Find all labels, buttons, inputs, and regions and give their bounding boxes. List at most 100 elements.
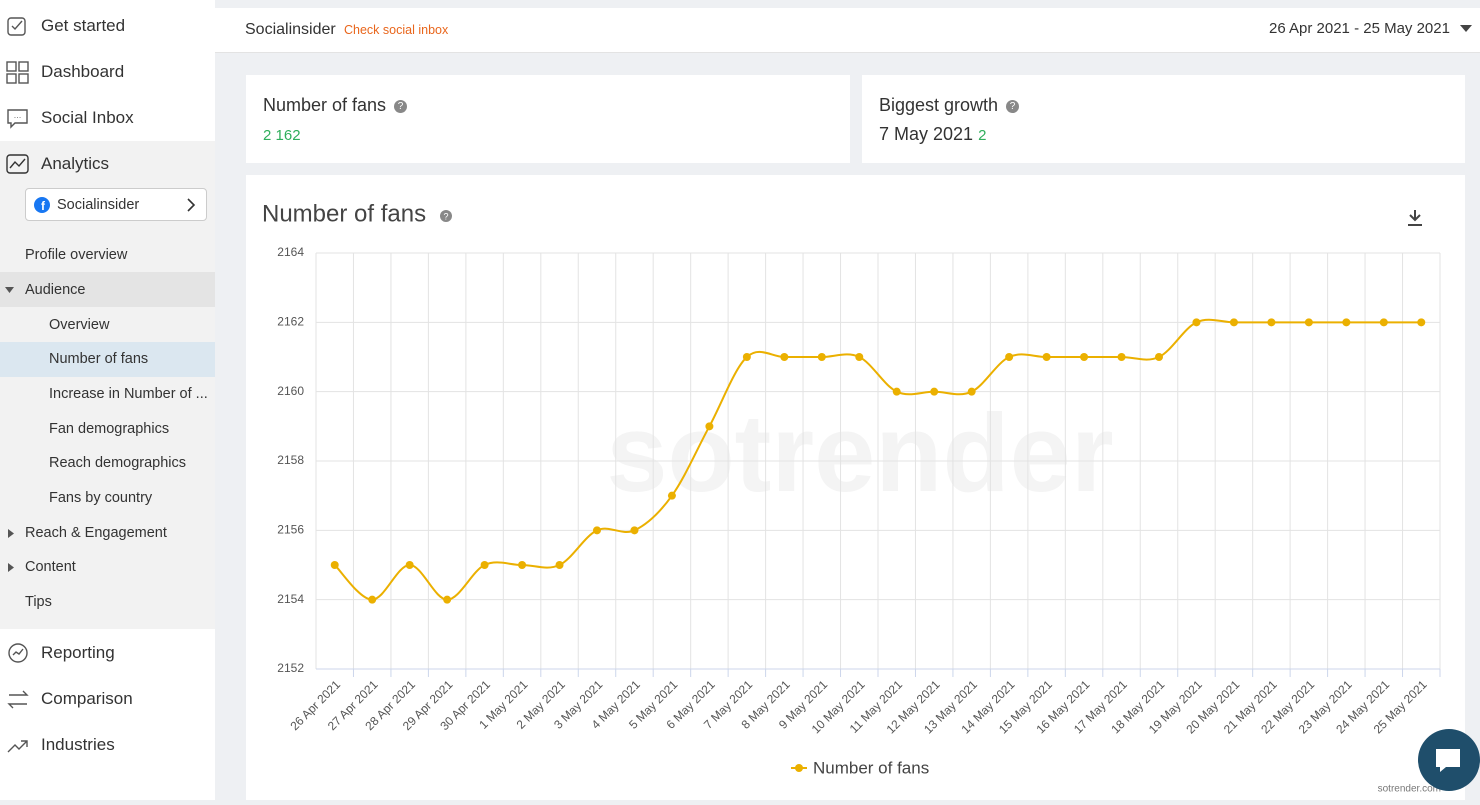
point <box>1379 318 1388 327</box>
profile-name: Socialinsider <box>57 197 140 213</box>
point <box>1155 353 1163 361</box>
point <box>967 387 976 396</box>
y-tick-label: 2156 <box>277 523 304 537</box>
menu-item[interactable]: Reach & Engagement <box>25 525 167 541</box>
nav-item[interactable]: Social Inbox <box>41 108 134 127</box>
point <box>630 526 639 535</box>
y-tick-label: 2158 <box>277 453 304 467</box>
point <box>1342 318 1351 327</box>
menu-item[interactable]: Number of fans <box>49 351 149 367</box>
card-title: Number of fans? <box>263 95 408 116</box>
point <box>330 561 339 569</box>
account-name: Socialinsider <box>245 21 336 38</box>
help-icon[interactable]: ? <box>1006 100 1020 113</box>
menu-item[interactable]: Fan demographics <box>49 421 170 437</box>
point <box>855 353 864 361</box>
icon <box>6 61 29 84</box>
nav-item[interactable]: Get started <box>41 16 126 35</box>
point <box>368 595 377 604</box>
menu-item[interactable]: Tips <box>25 594 52 610</box>
point <box>1417 318 1426 327</box>
download-button[interactable] <box>1408 210 1422 226</box>
chat-button[interactable] <box>1418 729 1480 791</box>
chart: sotrender Number of fans ? sotrender.com… <box>262 200 1441 795</box>
dropdown-caret <box>1460 25 1472 32</box>
nav-item[interactable]: Comparison <box>41 689 133 708</box>
nav-item[interactable]: Reporting <box>41 643 115 662</box>
y-tick-label: 2164 <box>277 245 304 259</box>
caret <box>8 529 14 538</box>
sidebar: … Get started Dashboard Social Inbox Ana… <box>0 0 215 800</box>
point <box>1267 318 1276 327</box>
chart-title: Number of fans <box>262 200 426 227</box>
point <box>1192 318 1201 327</box>
menu-item[interactable]: Overview <box>49 317 110 333</box>
point <box>817 353 826 361</box>
point <box>518 561 527 569</box>
caret <box>8 563 14 572</box>
icon <box>8 643 28 663</box>
point <box>1005 353 1014 361</box>
legend-marker <box>795 764 803 772</box>
active-item <box>0 342 215 377</box>
svg-text:…: … <box>14 111 22 120</box>
point <box>1304 318 1313 327</box>
point <box>742 353 751 361</box>
nav-item[interactable]: Dashboard <box>41 62 125 81</box>
point <box>443 595 452 604</box>
stat-card: Biggest growth? 7 May 2021 2 <box>862 75 1465 163</box>
card-date: 7 May 2021 2 <box>879 124 986 145</box>
icon <box>7 690 29 709</box>
icon: … <box>7 109 28 129</box>
chat-icon <box>1436 749 1460 772</box>
card-title-text: Biggest growth <box>879 95 999 115</box>
help-glyph: ? <box>443 211 448 221</box>
help-icon[interactable]: ? <box>394 100 408 113</box>
chart-card: sotrender Number of fans ? sotrender.com… <box>246 175 1465 800</box>
icon <box>7 740 28 753</box>
grid <box>315 252 1441 670</box>
date-range[interactable]: 26 Apr 2021 - 25 May 2021 <box>1269 20 1450 37</box>
menu-item[interactable]: Increase in Number of ... <box>49 386 208 402</box>
card-title: Biggest growth? <box>879 95 1020 116</box>
point <box>1229 318 1238 327</box>
nav-item[interactable]: Analytics <box>41 154 110 173</box>
profile-selector[interactable]: f Socialinsider <box>25 188 207 221</box>
svg-text:f: f <box>41 199 46 213</box>
caret <box>5 287 14 293</box>
point <box>667 491 676 500</box>
active-group <box>0 272 215 307</box>
menu-item[interactable]: Audience <box>25 282 86 298</box>
point <box>593 526 601 535</box>
legend-label: Number of fans <box>813 758 929 777</box>
point <box>705 422 714 431</box>
point <box>480 561 489 569</box>
y-tick-label: 2154 <box>277 592 304 606</box>
nav-item[interactable]: Industries <box>41 735 115 754</box>
footer-url: sotrender.com <box>1378 784 1441 795</box>
help-icon[interactable] <box>440 210 452 222</box>
facebook-icon: f <box>34 197 50 213</box>
menu-item[interactable]: Profile overview <box>25 247 128 263</box>
point <box>892 387 901 396</box>
point <box>1117 353 1126 361</box>
y-tick-label: 2162 <box>277 315 304 329</box>
card-value: 2 162 <box>263 127 301 144</box>
point <box>555 561 564 569</box>
menu-item[interactable]: Content <box>25 559 76 575</box>
point <box>1042 353 1051 361</box>
top-bar: Socialinsider Check social inbox 26 Apr … <box>215 8 1480 53</box>
growth-value: 2 <box>978 127 987 144</box>
point <box>930 387 939 396</box>
stat-card: Number of fans? 2 162 <box>246 75 850 163</box>
inbox-link[interactable]: Check social inbox <box>344 23 449 37</box>
chevron <box>187 198 196 212</box>
analytics-section <box>0 141 215 629</box>
icon <box>7 17 26 36</box>
icon <box>6 154 29 174</box>
point <box>780 353 789 361</box>
card-title-text: Number of fans <box>263 95 387 115</box>
menu-item[interactable]: Fans by country <box>49 490 153 506</box>
menu-item[interactable]: Reach demographics <box>49 455 187 471</box>
